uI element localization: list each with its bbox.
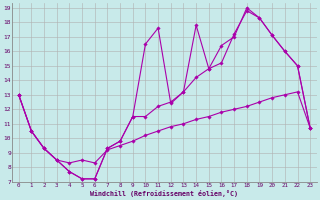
X-axis label: Windchill (Refroidissement éolien,°C): Windchill (Refroidissement éolien,°C) — [91, 190, 238, 197]
